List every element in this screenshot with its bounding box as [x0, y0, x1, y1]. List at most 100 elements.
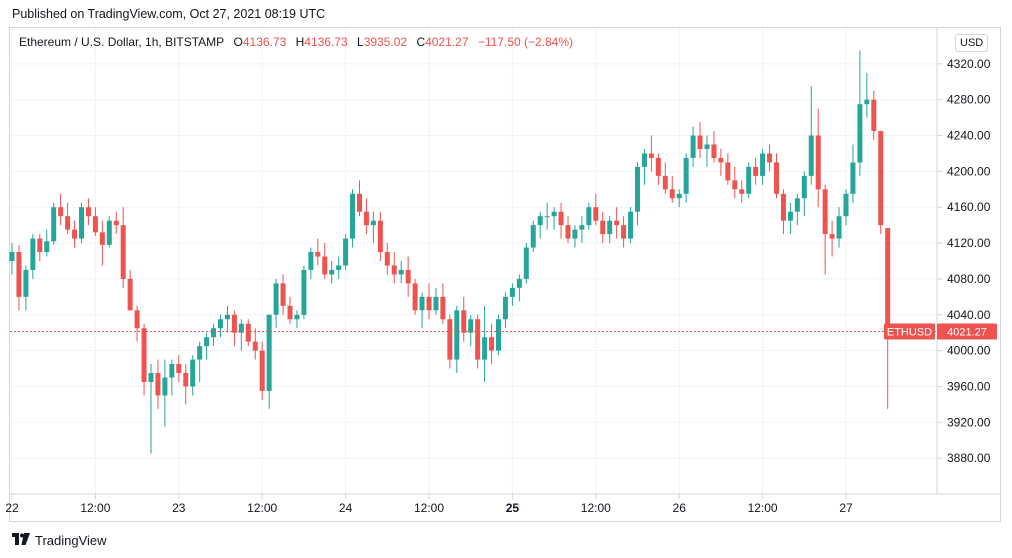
candle-body	[537, 216, 543, 226]
candle	[787, 202, 793, 235]
candle	[58, 193, 64, 226]
candle	[704, 135, 710, 167]
candle-body	[412, 283, 418, 311]
candle-body	[475, 319, 481, 360]
candle	[760, 148, 766, 185]
candle-body	[829, 234, 835, 239]
candle	[141, 323, 147, 396]
candle-body	[711, 144, 717, 158]
candle-body	[148, 373, 154, 382]
x-tick-label: 12:00	[247, 501, 277, 515]
candle	[655, 153, 661, 185]
candle-body	[676, 193, 682, 199]
candle	[725, 153, 731, 185]
candle-body	[127, 278, 133, 311]
candle	[9, 243, 15, 275]
currency-button[interactable]: USD	[955, 34, 989, 52]
candle	[885, 228, 891, 409]
candle-body	[391, 265, 397, 275]
candle-body	[822, 189, 828, 235]
candle-body	[739, 189, 745, 194]
candle-body	[350, 193, 356, 239]
candle-body	[621, 225, 627, 239]
candle-body	[266, 314, 272, 391]
candle	[99, 220, 105, 266]
y-tick-label: 3960.00	[947, 379, 991, 393]
candle	[614, 207, 620, 239]
last-price-label: ETHUSD 4021.27	[884, 323, 997, 340]
candle-body	[746, 166, 752, 194]
candle	[266, 314, 272, 409]
y-tick-label: 3920.00	[947, 415, 991, 429]
candle-body	[51, 207, 57, 242]
x-tick-label: 12:00	[80, 501, 110, 515]
candle-body	[134, 310, 140, 329]
candle-body	[565, 225, 571, 239]
candle-body	[294, 314, 300, 320]
candle	[329, 261, 335, 284]
candle-body	[426, 296, 432, 311]
candle	[37, 234, 43, 261]
candle	[224, 305, 230, 333]
symbol-title: Ethereum / U.S. Dollar, 1h, BITSTAMP	[19, 35, 225, 49]
candle	[127, 269, 133, 311]
candle-body	[343, 238, 349, 266]
candle-body	[614, 220, 620, 226]
candle-body	[218, 319, 223, 329]
candle-body	[468, 319, 474, 333]
candle	[537, 211, 543, 239]
candle-body	[780, 193, 786, 221]
change-value: −117.50 (−2.84%)	[477, 35, 574, 49]
time-axis: 22 12:00 23 12:00 24 12:00 25 12:00 26 12:00 27	[5, 494, 853, 515]
x-tick-label: 12:00	[581, 501, 611, 515]
candle	[780, 189, 786, 235]
candle	[801, 171, 807, 217]
candle-body	[280, 283, 286, 306]
close-value: 4021.27	[425, 35, 469, 49]
candle	[648, 135, 654, 172]
candle	[162, 359, 168, 427]
candle-body	[635, 166, 640, 212]
candle	[238, 319, 244, 351]
candle	[336, 256, 342, 279]
candle-body	[252, 341, 258, 351]
candle	[16, 244, 22, 311]
price-axis: 4320.00 4280.00 4240.00 4200.00 4160.00 4120.…	[937, 57, 991, 465]
candle	[85, 198, 91, 226]
candle-body	[586, 207, 592, 226]
candle	[641, 148, 647, 185]
footer-brand[interactable]: TradingView	[35, 533, 107, 548]
candle-body	[30, 238, 36, 270]
candle	[746, 162, 752, 199]
candle	[829, 220, 835, 257]
candle-body	[843, 193, 849, 217]
candle	[767, 144, 773, 172]
x-tick-label: 27	[839, 501, 853, 515]
candle	[197, 341, 203, 382]
candle	[398, 261, 404, 284]
candle	[106, 216, 112, 248]
candle	[301, 265, 307, 320]
candle	[509, 283, 515, 306]
y-tick-label: 4240.00	[947, 129, 991, 143]
candle-body	[259, 350, 265, 391]
candle-body	[794, 198, 800, 212]
candle	[155, 359, 161, 409]
candle-body	[454, 310, 460, 360]
candle-body	[496, 319, 501, 351]
candle-body	[530, 225, 536, 248]
grid-lines	[10, 28, 937, 494]
candle	[433, 287, 439, 315]
candle-body	[58, 207, 64, 217]
candle	[530, 220, 536, 253]
candle-body	[482, 337, 488, 360]
candle	[245, 319, 251, 347]
candle-body	[315, 252, 321, 257]
y-tick-label: 4320.00	[947, 57, 991, 71]
high-key: H	[295, 35, 305, 49]
candle	[662, 162, 668, 194]
candle	[753, 157, 759, 185]
candle	[92, 207, 98, 236]
tradingview-logo-icon[interactable]	[12, 533, 30, 548]
